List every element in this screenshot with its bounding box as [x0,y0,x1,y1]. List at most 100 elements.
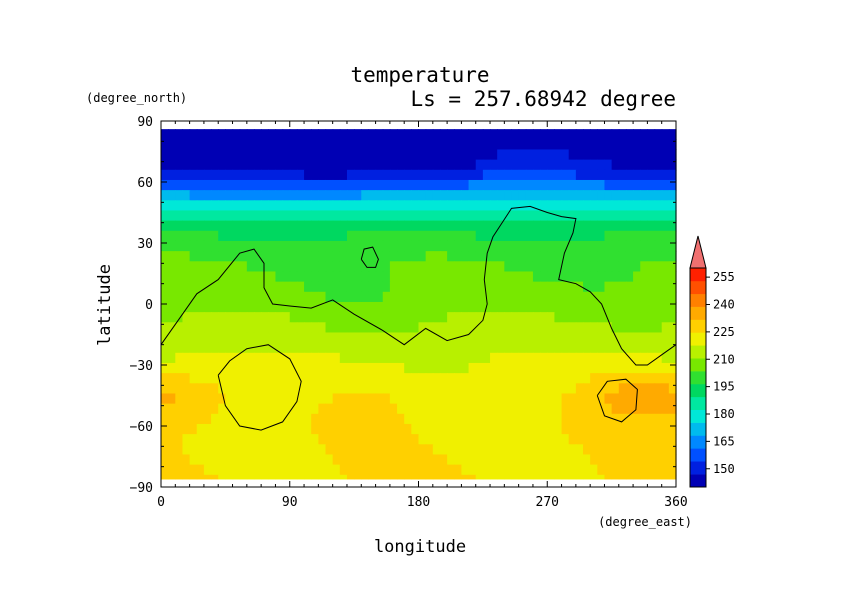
heatmap-cell [504,464,513,476]
heatmap-cell [275,373,284,384]
heatmap-cell [540,423,548,435]
heatmap-cell [268,423,277,435]
heatmap-cell [404,423,412,435]
heatmap-cell [275,301,284,313]
heatmap-cell [604,220,613,232]
heatmap-cell [654,474,663,480]
heatmap-cell [189,474,198,480]
heatmap-cell [168,312,176,323]
heatmap-cell [561,301,570,313]
heatmap-cell [525,393,534,405]
heatmap-cell [411,444,420,456]
heatmap-cell [304,403,312,415]
heatmap-cell [439,342,448,354]
heatmap-cell [253,434,262,445]
y-tick-label: 30 [137,237,153,252]
heatmap-cell [275,444,284,456]
heatmap-cell [618,322,627,334]
heatmap-cell [304,464,312,476]
heatmap-cell [196,271,205,283]
heatmap-cell [633,434,641,445]
heatmap-cell [161,291,169,303]
heatmap-cell [511,322,520,334]
heatmap-cell [182,271,191,283]
heatmap-cell [275,454,284,466]
heatmap-cell [189,129,198,140]
heatmap-cell [404,149,412,161]
heatmap-cell [382,301,391,313]
heatmap-cell [246,169,255,181]
heatmap-cell [404,169,412,181]
heatmap-cell [397,169,405,181]
heatmap-cell [289,332,298,344]
heatmap-cell [411,342,420,354]
heatmap-cell [625,413,634,425]
heatmap-cell [618,271,627,283]
heatmap-cell [375,139,384,151]
heatmap-cell [525,383,534,395]
heatmap-cell [640,271,648,283]
heatmap-cell [253,159,262,171]
heatmap-cell [447,423,455,435]
heatmap-cell [182,434,191,445]
heatmap-cell [246,220,255,232]
heatmap-cell [361,291,370,303]
heatmap-cell [668,220,677,232]
heatmap-cell [232,413,241,425]
heatmap-cell [161,403,169,415]
heatmap-cell [368,190,377,201]
heatmap-cell [354,149,362,161]
heatmap-cell [397,149,405,161]
heatmap-cell [397,251,405,262]
heatmap-cell [382,352,391,364]
heatmap-cell [568,393,577,405]
heatmap-cell [447,312,455,323]
heatmap-cell [411,139,420,151]
heatmap-cell [647,271,656,283]
heatmap-cell [397,281,405,293]
heatmap-cell [261,332,269,344]
heatmap-cell [640,240,648,252]
heatmap-cell [354,220,362,232]
heatmap-cell [246,403,255,415]
heatmap-cell [389,149,398,161]
heatmap-cell [454,251,463,262]
heatmap-cell [490,179,498,191]
heatmap-cell [296,403,305,415]
heatmap-cell [232,220,241,232]
heatmap-cell [361,332,370,344]
heatmap-cell [346,281,355,293]
heatmap-cell [311,383,319,395]
heatmap-cell [497,413,505,425]
heatmap-cell [561,312,570,323]
heatmap-cell [640,281,648,293]
heatmap-cell [640,413,648,425]
heatmap-cell [346,251,355,262]
heatmap-cell [625,362,634,374]
heatmap-cell [554,474,563,480]
heatmap-cell [454,434,463,445]
heatmap-cell [203,332,212,344]
heatmap-cell [332,301,341,313]
heatmap-cell [282,454,291,466]
heatmap-cell [461,240,470,252]
heatmap-cell [354,423,362,435]
heatmap-cell [468,261,477,273]
heatmap-cell [532,159,541,171]
heatmap-cell [203,169,212,181]
heatmap-cell [361,342,370,354]
heatmap-cell [346,403,355,415]
heatmap-cell [661,200,670,212]
heatmap-cell [633,342,641,354]
heatmap-cell [361,169,370,181]
heatmap-cell [583,200,591,212]
heatmap-cell [296,251,305,262]
heatmap-cell [389,423,398,435]
heatmap-cell [261,342,269,354]
heatmap-cell [447,393,455,405]
heatmap-cell [311,159,319,171]
heatmap-cell [547,383,556,395]
heatmap-cell [246,301,255,313]
heatmap-cell [368,200,377,212]
heatmap-cell [490,210,498,222]
